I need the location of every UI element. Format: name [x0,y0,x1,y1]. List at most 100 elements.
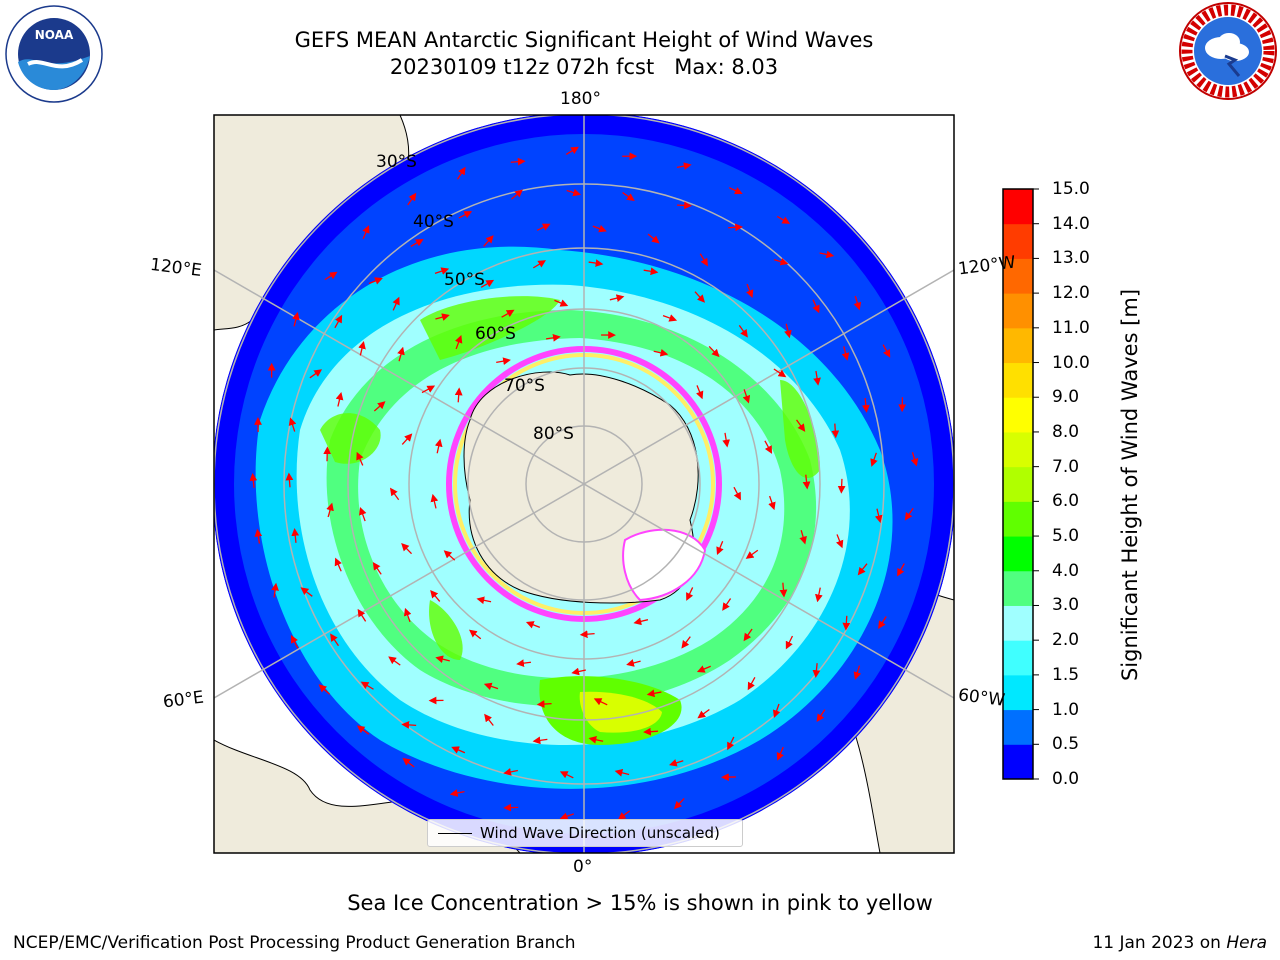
wind-wave-arrow [290,634,299,649]
wind-wave-arrow [614,769,630,777]
wind-wave-arrow [799,529,807,545]
wind-wave-arrow [857,563,868,576]
wind-wave-arrow [401,720,417,729]
wind-wave-arrow [503,768,519,776]
wind-wave-arrow [747,676,756,691]
wind-wave-arrow [516,659,532,668]
wind-wave-arrow [579,630,595,639]
wind-wave-arrow [254,528,263,544]
wind-wave-arrow [410,238,424,248]
wind-wave-arrow [285,472,294,488]
colorbar-segment [1003,536,1033,572]
chart-title: GEFS MEAN Antarctic Significant Height o… [294,28,874,52]
lat-label-80s: 80°S [533,424,574,444]
lat-label-30s: 30°S [376,152,417,172]
wind-wave-arrow [435,313,450,321]
colorbar-frame [1002,188,1034,780]
wind-wave-arrow [476,596,492,605]
colorbar-tick-label: 8.0 [1052,421,1080,442]
wind-wave-arrow [669,759,684,767]
wind-wave-arrow [835,534,844,549]
wind-wave-arrow [401,543,413,555]
wind-wave-arrow [874,508,883,524]
wind-wave-arrow [358,340,366,356]
lon-label-0: 0° [573,857,593,877]
wind-wave-arrow [372,561,382,575]
wind-wave-arrow [292,311,300,327]
colorbar-tick-label: 1.5 [1052,664,1080,685]
wind-wave-arrow [878,616,887,629]
wind-wave-arrow [458,211,473,219]
wind-wave-arrow [643,727,659,736]
map-frame [213,114,955,854]
colorbar-segment [1003,674,1033,711]
noaa-logo: NOAA [5,5,103,103]
wind-wave-arrow [812,299,820,314]
wind-wave-arrow [356,451,364,466]
map-legend: Wind Wave Direction (unscaled) [427,819,743,847]
colorbar-tick-label: 0.0 [1052,769,1080,789]
colorbar-tick-label: 7.0 [1052,456,1080,477]
wind-wave-arrow [318,684,331,695]
colorbar-segment [1003,327,1033,364]
colorbar-tick-label: 3.0 [1052,595,1080,616]
colorbar-segment [1003,605,1033,641]
wind-wave-arrow [728,223,744,232]
wind-wave-arrow [694,291,705,303]
colorbar-tick-label: 1.0 [1052,699,1080,720]
wind-wave-arrow [545,333,561,342]
footer-credit: NCEP/EMC/Verification Post Processing Pr… [13,933,576,953]
footer-date-text: 11 Jan 2023 on [1092,933,1227,953]
wind-wave-arrow [451,746,466,754]
legend-line-icon [438,832,472,834]
wind-wave-arrow [362,225,370,240]
colorbar-segment [1003,709,1033,745]
wind-wave-arrow [434,438,443,454]
wind-wave-arrow [271,582,279,598]
colorbar [1002,188,1039,780]
wind-wave-arrow [622,192,635,202]
wind-wave-arrow [681,636,691,649]
wind-wave-arrow [772,703,781,719]
wind-wave-arrow [434,267,450,275]
wind-wave-arrow [309,369,323,379]
wind-wave-arrow [819,250,835,259]
wind-wave-arrow [676,162,692,170]
wind-wave-arrow [841,346,850,361]
wind-wave-arrow [288,417,297,432]
wind-wave-arrow [389,487,400,501]
colorbar-tick-label: 4.0 [1052,560,1080,581]
wind-wave-arrow [673,797,685,810]
colorbar-tick-label: 12.0 [1052,283,1090,304]
wind-wave-arrow [335,392,344,407]
colorbar-segment [1003,744,1033,780]
colorbar-segment [1003,640,1033,676]
lat-label-70s: 70°S [504,376,545,396]
wind-wave-arrow [646,689,662,698]
wind-wave-arrow [738,325,748,338]
wind-wave-arrow [443,550,456,561]
wind-wave-arrow [746,283,754,298]
wind-wave-arrow [696,665,711,673]
wind-wave-arrow [696,385,704,400]
wind-wave-arrow [334,314,343,329]
wind-wave-arrow [373,401,386,412]
wind-wave-arrow [745,549,759,559]
wind-wave-arrow [592,224,607,233]
noaa-logo-text: NOAA [35,28,74,42]
wind-wave-arrow [359,507,367,522]
wind-wave-arrow [360,681,374,690]
wind-wave-arrow [469,629,482,640]
wind-wave-arrow [779,582,788,598]
wind-wave-arrow [300,587,313,597]
wind-wave-arrow [785,635,794,650]
wind-wave-arrow [402,757,415,768]
colorbar-segment [1003,466,1033,502]
sea-ice-caption: Sea Ice Concentration > 15% is shown in … [347,891,933,915]
chart-subtitle: 20230109 t12z 072h fcst Max: 8.03 [389,55,779,79]
colorbar-segment [1003,223,1033,259]
wind-wave-arrow [812,663,821,678]
colorbar-tick-label: 5.0 [1052,526,1080,547]
wind-wave-arrow [525,621,541,629]
